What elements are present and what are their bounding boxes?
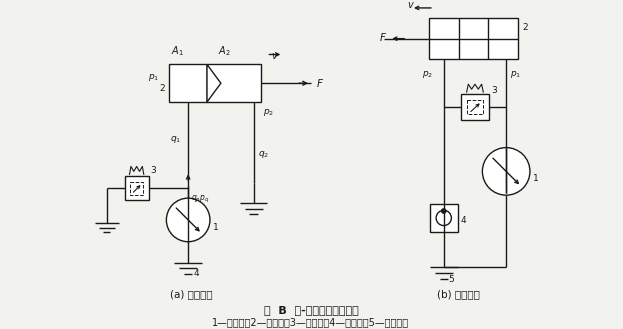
- Bar: [461, 94, 489, 120]
- Bar: [169, 64, 207, 102]
- Text: 图  B  泵-缸式容积调速回路: 图 B 泵-缸式容积调速回路: [264, 305, 358, 315]
- Text: 1—变量泵；2—液压缸；3—安全阀；4—单向鄀；5—补油油筱: 1—变量泵；2—液压缸；3—安全阀；4—单向鄀；5—补油油筱: [212, 317, 409, 327]
- Text: 5: 5: [449, 275, 454, 284]
- Text: 4: 4: [193, 269, 199, 278]
- Text: v: v: [407, 0, 413, 10]
- Bar: [125, 176, 148, 200]
- Text: $p_1$: $p_1$: [510, 69, 521, 80]
- Text: $A_1$: $A_1$: [171, 45, 184, 58]
- Text: $F$: $F$: [379, 31, 388, 43]
- Text: $A_2$: $A_2$: [219, 45, 231, 58]
- Text: $p_1$: $p_1$: [148, 72, 159, 83]
- Polygon shape: [207, 64, 221, 102]
- Circle shape: [441, 209, 446, 214]
- Bar: [130, 182, 143, 195]
- Bar: [429, 18, 518, 60]
- Bar: [207, 64, 262, 102]
- Text: 3: 3: [491, 86, 497, 95]
- Circle shape: [166, 198, 210, 242]
- Text: $q_p p_q$: $q_p p_q$: [191, 194, 210, 205]
- Text: 4: 4: [460, 216, 466, 225]
- Text: $q_1$: $q_1$: [170, 134, 181, 145]
- Text: $F$: $F$: [316, 77, 324, 89]
- Text: (a) 开式回路: (a) 开式回路: [170, 289, 212, 299]
- Text: 2: 2: [522, 23, 528, 32]
- Text: (b) 闭式回路: (b) 闭式回路: [437, 289, 480, 299]
- Text: 2: 2: [159, 84, 165, 93]
- Text: $p_2$: $p_2$: [422, 69, 433, 80]
- Text: v: v: [272, 51, 277, 61]
- Text: $p_2$: $p_2$: [264, 107, 275, 118]
- Circle shape: [482, 148, 530, 195]
- Bar: [467, 100, 483, 114]
- Bar: [430, 204, 458, 232]
- Text: $q_2$: $q_2$: [257, 149, 269, 160]
- Text: 1: 1: [533, 174, 539, 183]
- Text: 3: 3: [151, 166, 156, 175]
- Circle shape: [436, 210, 452, 226]
- Text: 1: 1: [213, 223, 219, 232]
